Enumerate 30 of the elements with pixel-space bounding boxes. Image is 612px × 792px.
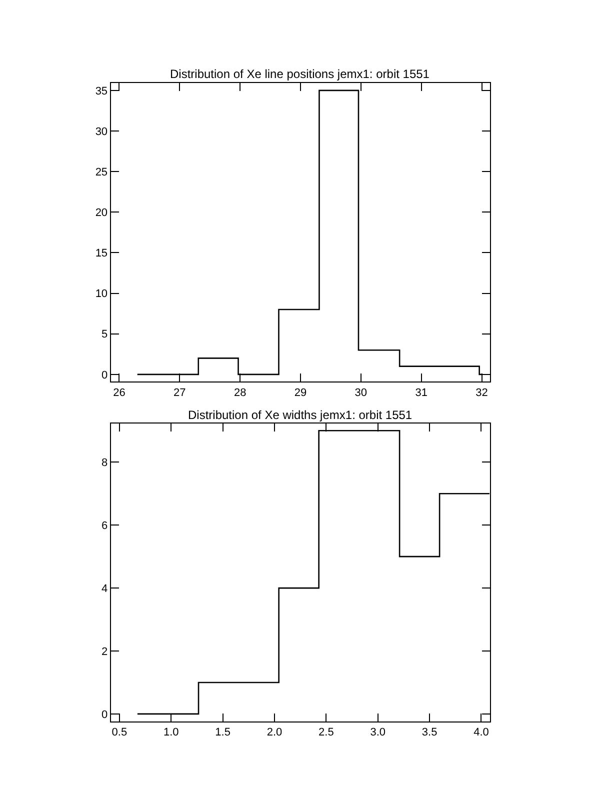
x-tick-label: 26 (113, 386, 126, 399)
chart-title: Distribution of Xe line positions jemx1: orbit 1551 (170, 67, 430, 81)
x-tick-label: 1.5 (215, 726, 230, 739)
y-tick-label: 30 (95, 126, 108, 138)
x-tick-label: 2.5 (318, 726, 334, 739)
y-tick-label: 25 (95, 166, 108, 178)
x-tick-label: 3.5 (422, 726, 438, 739)
x-tick-label: 31 (415, 386, 428, 399)
x-tick-label: 30 (354, 386, 368, 399)
y-tick-label: 10 (95, 288, 108, 300)
y-tick-label: 2 (101, 646, 108, 658)
y-tick-label: 0 (101, 708, 108, 721)
y-tick-label: 0 (101, 369, 108, 382)
x-tick-label: 0.5 (112, 726, 128, 739)
y-tick-label: 35 (95, 85, 108, 98)
x-tick-label: 1.0 (163, 726, 179, 739)
y-tick-label: 6 (101, 520, 108, 532)
y-tick-label: 20 (95, 207, 108, 220)
y-tick-label: 4 (101, 582, 108, 595)
x-tick-label: 4.0 (474, 726, 489, 739)
y-tick-label: 15 (95, 248, 108, 260)
chart-title: Distribution of Xe widths jemx1: orbit 1551 (188, 408, 412, 422)
x-tick-label: 29 (294, 386, 307, 399)
y-tick-label: 8 (101, 456, 108, 469)
x-tick-label: 2.0 (266, 726, 282, 739)
y-tick-label: 5 (101, 328, 108, 341)
x-tick-label: 28 (234, 386, 246, 399)
x-tick-label: 32 (476, 386, 488, 399)
x-tick-label: 27 (174, 386, 186, 399)
x-tick-label: 3.0 (370, 726, 386, 739)
